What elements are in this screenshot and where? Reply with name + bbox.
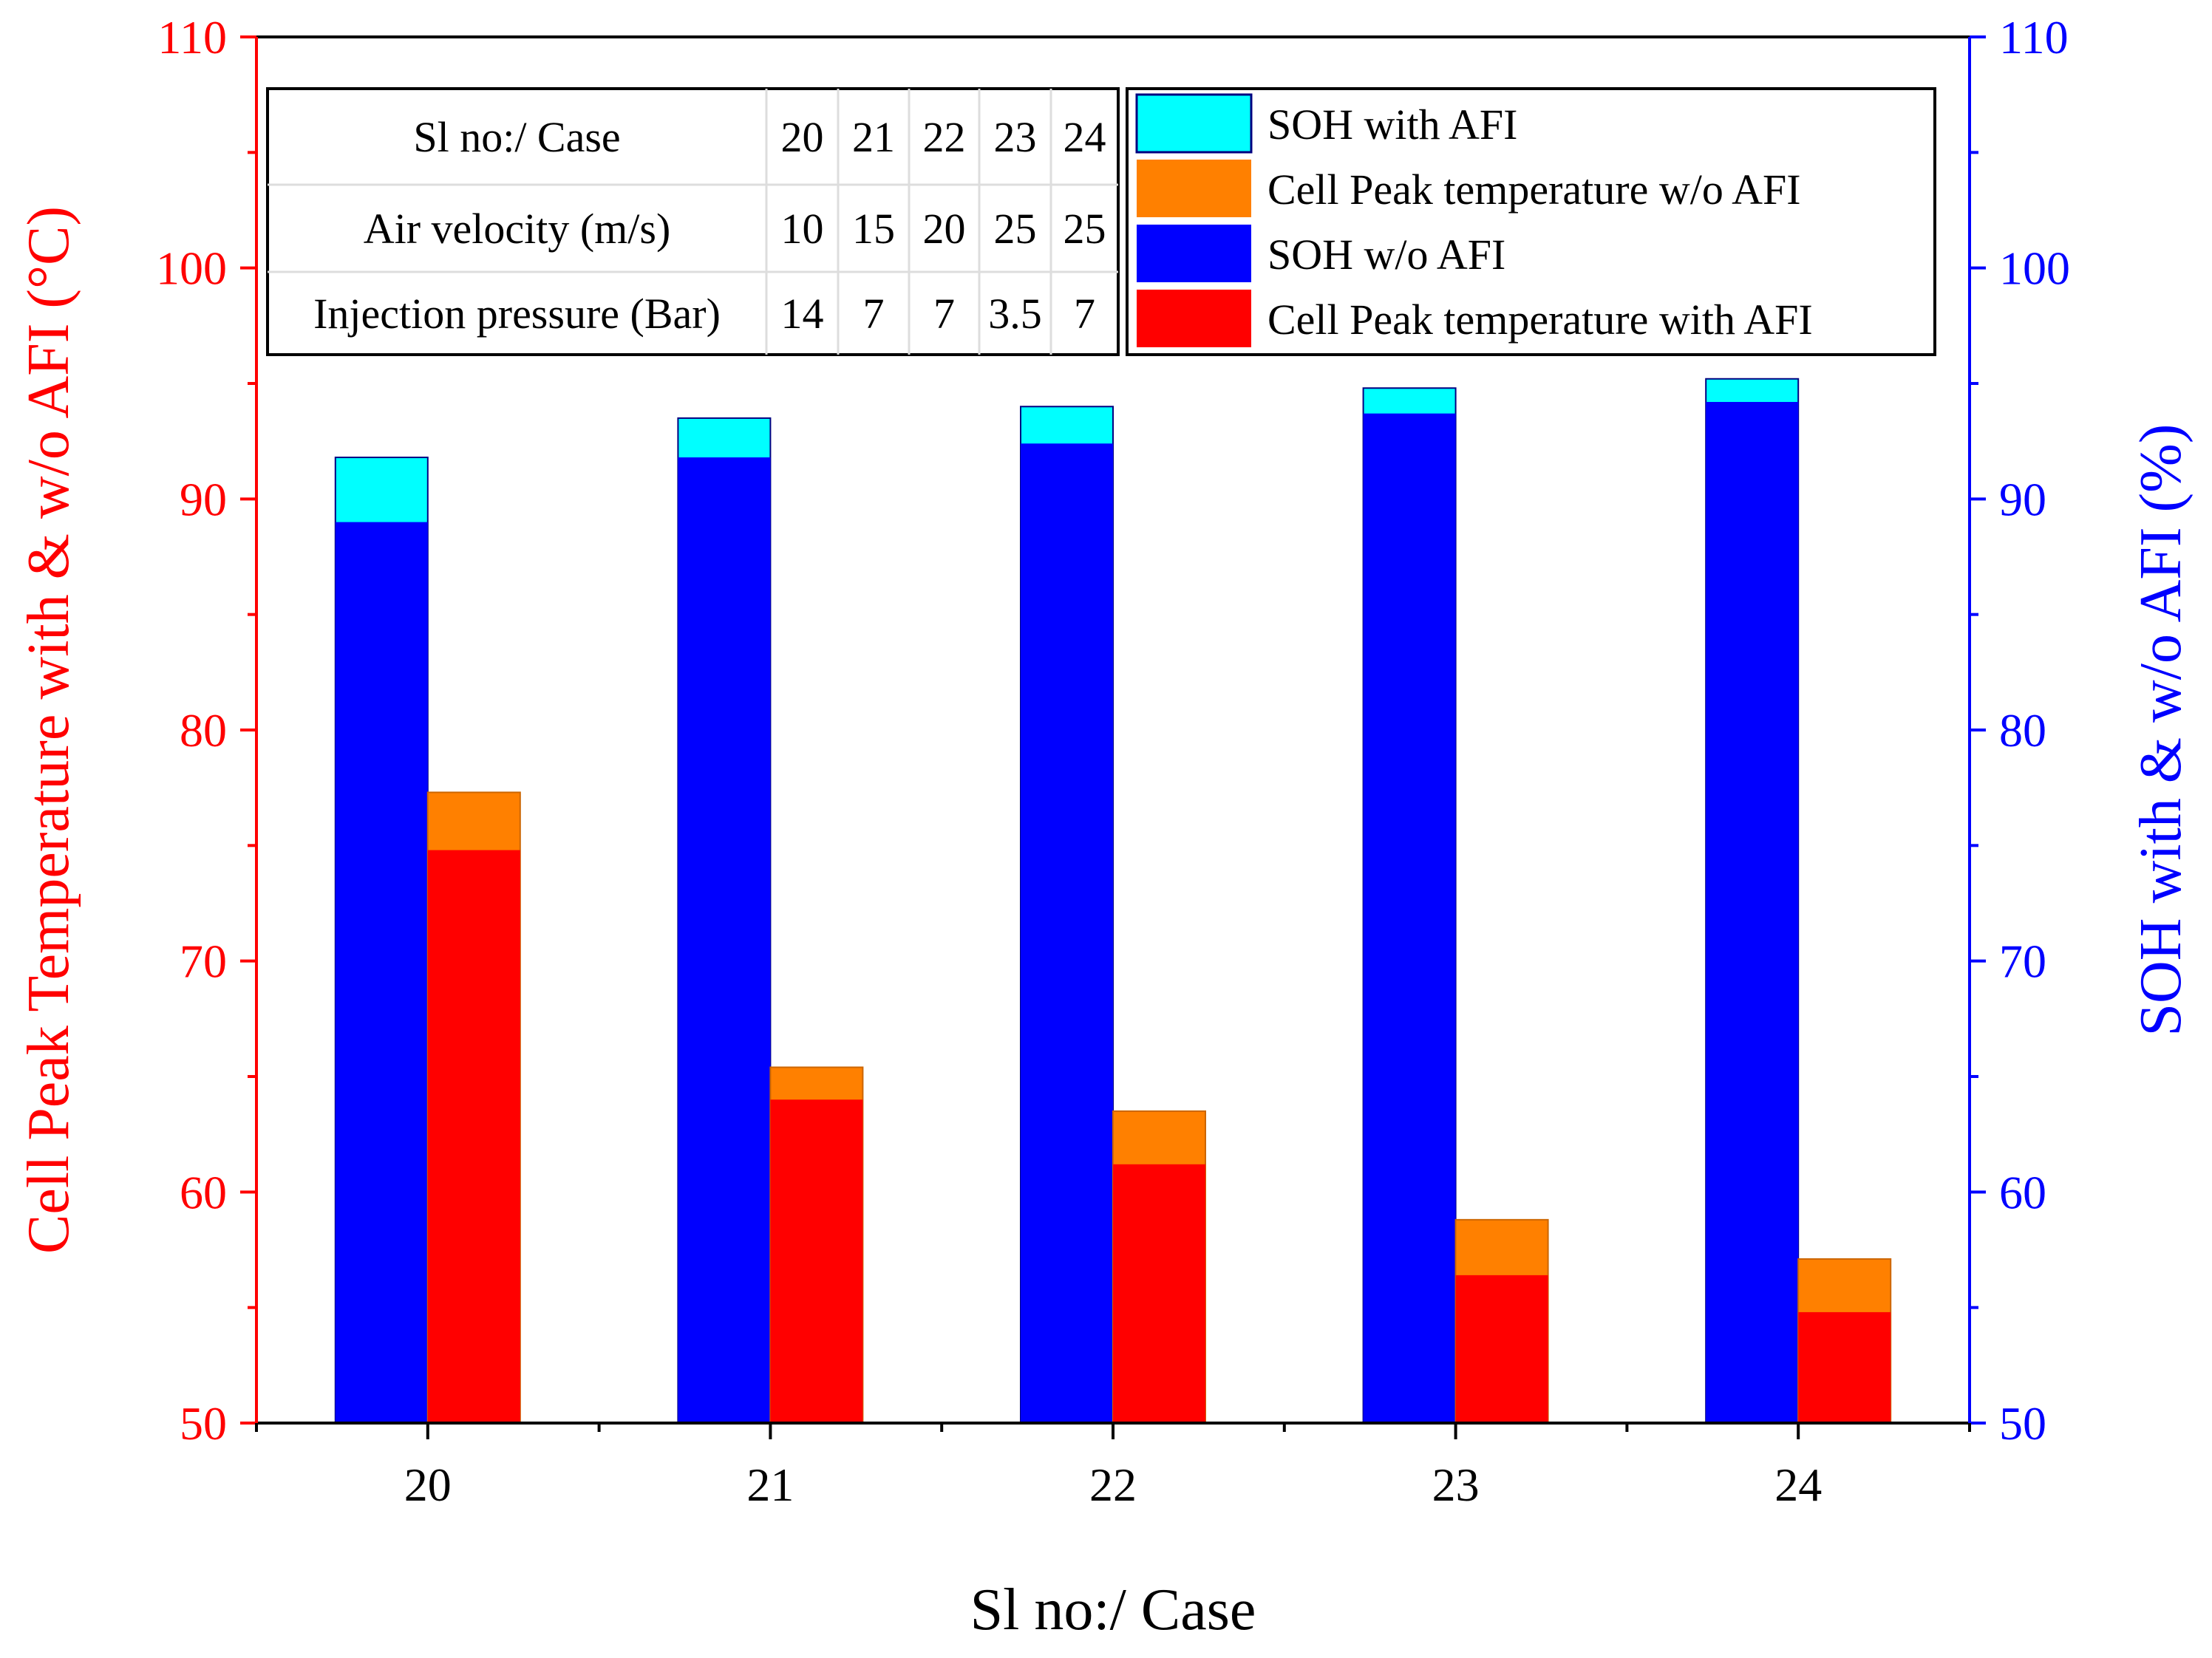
table-cell: 25 [994, 205, 1037, 253]
y-tick-label-left: 70 [180, 935, 227, 988]
y-tick-label-left: 90 [180, 473, 227, 525]
legend-label: Cell Peak temperature w/o AFI [1267, 166, 1801, 214]
table-cell: 21 [852, 113, 895, 161]
y-axis-title-left: Cell Peak Temperature with & w/o AFI (°C… [16, 206, 81, 1254]
bar-soh-wo-afi [678, 457, 771, 1423]
table-cell: 14 [781, 290, 824, 338]
legend-label: Cell Peak temperature with AFI [1267, 296, 1813, 344]
y-tick-label-left: 100 [156, 242, 227, 295]
x-tick-label: 23 [1432, 1459, 1480, 1511]
axes-layer: 50 60 70 80 90 100 110 50 60 70 80 90 100 110 20 21 22 23… [156, 11, 2070, 1511]
y-tick-label-right: 100 [1999, 242, 2070, 295]
bars-layer [334, 378, 1892, 1425]
legend-frame [1126, 87, 1936, 356]
table-row-label: Sl no:/ Case [413, 113, 620, 161]
y-tick-label-left: 110 [157, 11, 227, 64]
x-axis-title: Sl no:/ Case [970, 1577, 1256, 1642]
legend: SOH with AFI Cell Peak temperature w/o AF… [1126, 87, 1936, 356]
y-tick-label-right: 90 [1999, 473, 2046, 525]
bar-temp-with-afi [770, 1099, 863, 1423]
x-tick-label: 24 [1774, 1459, 1822, 1511]
table-cell: 7 [1074, 290, 1095, 338]
legend-swatch [1137, 160, 1251, 217]
table-cell: 15 [852, 205, 895, 253]
bar-soh-wo-afi [1363, 413, 1456, 1423]
table-cell: 24 [1064, 113, 1106, 161]
legend-swatch [1137, 290, 1251, 347]
x-tick-label: 20 [404, 1459, 452, 1511]
bar-temp-with-afi [1455, 1275, 1548, 1423]
table-cell: 7 [863, 290, 885, 338]
legend-label: SOH w/o AFI [1267, 231, 1505, 279]
table-cell: 22 [923, 113, 966, 161]
bar-soh-wo-afi [335, 522, 428, 1423]
table-frame [266, 87, 1120, 356]
bar-soh-wo-afi [1021, 443, 1113, 1423]
table-cell: 3.5 [988, 290, 1042, 338]
x-tick-label: 21 [746, 1459, 794, 1511]
legend-swatch [1137, 225, 1251, 282]
table-cell: 25 [1064, 205, 1106, 253]
y-tick-label-left: 60 [180, 1166, 227, 1218]
table-cell: 23 [994, 113, 1037, 161]
legend-swatch [1135, 93, 1253, 154]
bar-soh-wo-afi [1706, 402, 1799, 1423]
y-tick-label-left: 80 [180, 704, 227, 757]
y-tick-label-right: 70 [1999, 935, 2046, 988]
x-tick-label: 22 [1089, 1459, 1137, 1511]
legend-label: SOH with AFI [1267, 100, 1517, 149]
table-row-label: Air velocity (m/s) [364, 205, 671, 253]
y-tick-label-right: 110 [1999, 11, 2069, 64]
bar-temp-with-afi [427, 850, 520, 1423]
bar-temp-with-afi [1113, 1164, 1205, 1423]
table-cell: 20 [923, 205, 966, 253]
info-table: Sl no:/ Case 20 21 22 23 24 Air velocity (m/s)… [266, 87, 1120, 356]
table-row-label: Injection pressure (Bar) [313, 290, 721, 338]
y-tick-label-right: 50 [1999, 1397, 2046, 1450]
y-tick-label-right: 60 [1999, 1166, 2046, 1218]
y-tick-label-right: 80 [1999, 704, 2046, 757]
y-axis-title-right: SOH with & w/o AFI (%) [2128, 424, 2194, 1037]
table-cell: 20 [781, 113, 824, 161]
table-cell: 10 [781, 205, 824, 253]
bar-temp-with-afi [1798, 1311, 1891, 1423]
y-tick-label-left: 50 [180, 1397, 227, 1450]
table-cell: 7 [933, 290, 955, 338]
